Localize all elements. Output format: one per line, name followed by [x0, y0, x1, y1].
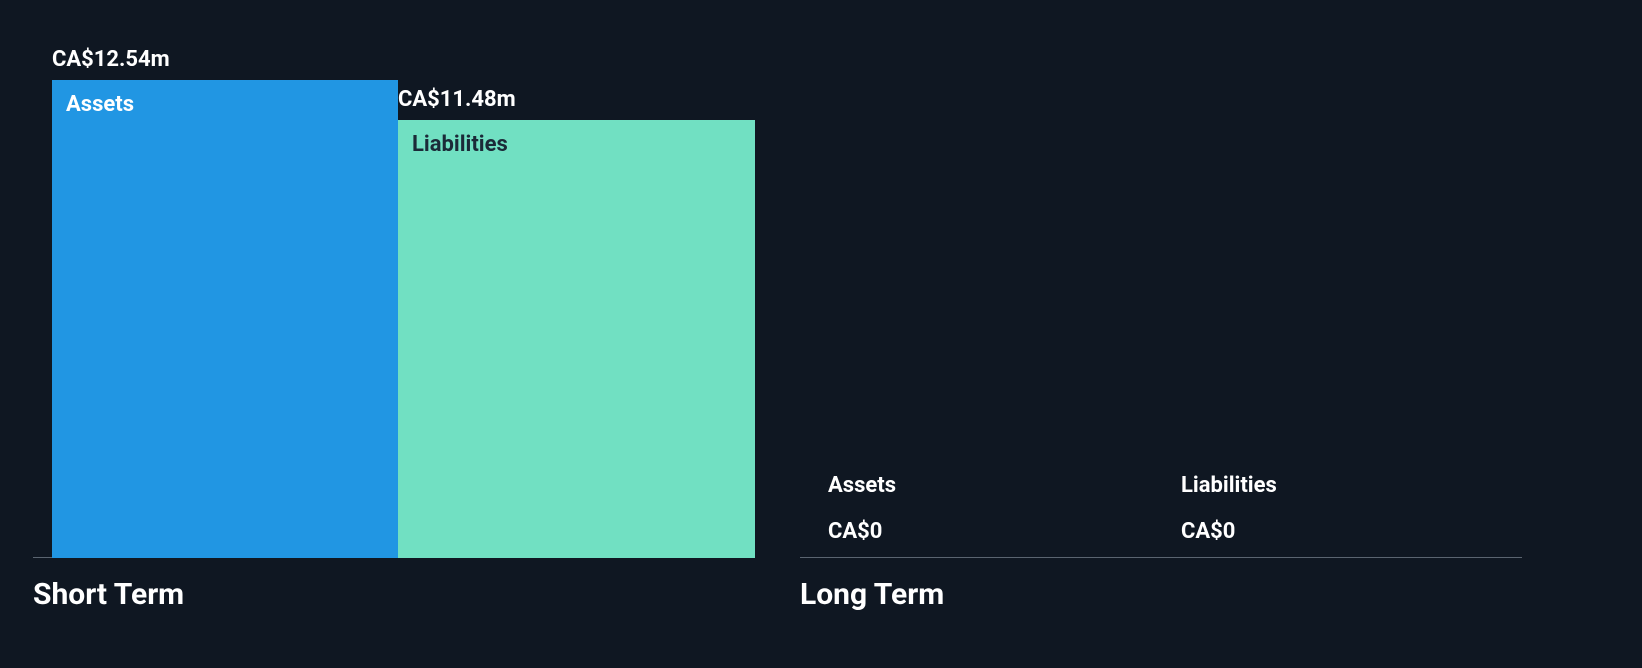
long-term-assets-label: Assets — [828, 473, 896, 498]
short-term-liabilities-value: CA$11.48m — [398, 87, 516, 112]
financial-position-chart: Assets CA$12.54m Liabilities CA$11.48m S… — [0, 0, 1642, 668]
short-term-assets-label: Assets — [66, 92, 134, 117]
long-term-title: Long Term — [800, 577, 944, 612]
long-term-assets-value: CA$0 — [828, 519, 882, 544]
long-term-liabilities-label: Liabilities — [1181, 473, 1277, 498]
short-term-assets-bar: Assets — [52, 80, 398, 558]
short-term-liabilities-label: Liabilities — [412, 132, 508, 157]
short-term-assets-value: CA$12.54m — [52, 47, 170, 72]
long-term-liabilities-value: CA$0 — [1181, 519, 1235, 544]
long-term-baseline — [800, 557, 1522, 558]
short-term-liabilities-bar: Liabilities — [398, 120, 755, 558]
short-term-title: Short Term — [33, 577, 184, 612]
